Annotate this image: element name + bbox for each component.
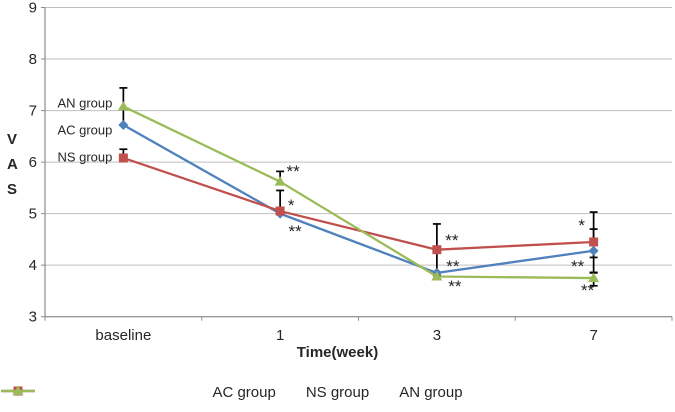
series-line-ns-group <box>123 156 594 251</box>
legend-label: AN group <box>399 384 463 401</box>
y-axis-tick-label: 8 <box>29 51 37 68</box>
x-axis-category-label: 7 <box>589 327 597 344</box>
gridlines: 3 4 5 6 7 8 9 <box>29 0 672 326</box>
series-ns-group <box>118 153 599 255</box>
legend-item-ac-group: AC group <box>1 384 276 401</box>
significance-mark: * <box>288 196 295 215</box>
significance-mark: ** <box>571 257 585 276</box>
significance-mark: ** <box>581 281 595 300</box>
x-axis-category-label: 3 <box>433 327 441 344</box>
data-point-triangle <box>12 385 24 395</box>
data-point-diamond <box>588 245 599 256</box>
significance-mark: ** <box>446 257 460 276</box>
significance-mark: ** <box>289 222 303 241</box>
y-axis-title: V A S <box>7 127 18 202</box>
y-axis-tick-label: 3 <box>29 309 37 326</box>
y-axis-tick-label: 7 <box>29 103 37 120</box>
y-axis-tick-label: 9 <box>29 0 37 17</box>
point-group-label: AC group <box>57 123 112 138</box>
legend-item-an-group: AN group <box>1 384 463 401</box>
point-group-label: AN group <box>57 95 112 110</box>
data-point-square <box>432 245 442 255</box>
data-point-triangle <box>117 100 129 111</box>
data-point-square <box>118 153 128 163</box>
y-axis-tick-label: 6 <box>29 154 37 171</box>
legend-label: AC group <box>212 384 276 401</box>
error-bars <box>119 87 598 287</box>
series-an-group <box>117 100 600 283</box>
y-axis-title-letter: A <box>7 156 18 173</box>
series-line-an-group <box>122 105 594 280</box>
legend-label: NS group <box>305 384 370 401</box>
x-axis-category-label: baseline <box>95 327 151 344</box>
series-line-ac-group <box>122 123 594 275</box>
legend-marker-triangle-icon <box>1 385 35 395</box>
significance-mark: ** <box>287 162 301 181</box>
y-axis-tick-label: 5 <box>29 206 37 223</box>
x-axis-title: Time(week) <box>296 344 379 361</box>
significance-mark: ** <box>448 277 462 296</box>
x-axis-category-label: 1 <box>276 327 284 344</box>
y-axis-title-letter: S <box>7 181 18 198</box>
significance-mark: ** <box>445 231 459 250</box>
chart-legend: AC group NS group AN group <box>0 384 675 401</box>
data-point-diamond <box>118 119 129 130</box>
y-axis-title-letter: V <box>7 131 18 148</box>
series-ac-group <box>118 119 599 278</box>
data-point-triangle <box>588 272 600 283</box>
significance-mark: * <box>578 216 585 235</box>
legend-item-ns-group: NS group <box>1 384 370 401</box>
data-point-square <box>589 237 599 247</box>
data-point-triangle <box>431 271 443 281</box>
point-group-label: NS group <box>57 149 112 164</box>
data-point-triangle <box>274 176 286 186</box>
y-axis-tick-label: 4 <box>29 257 37 274</box>
data-point-square <box>275 206 285 216</box>
